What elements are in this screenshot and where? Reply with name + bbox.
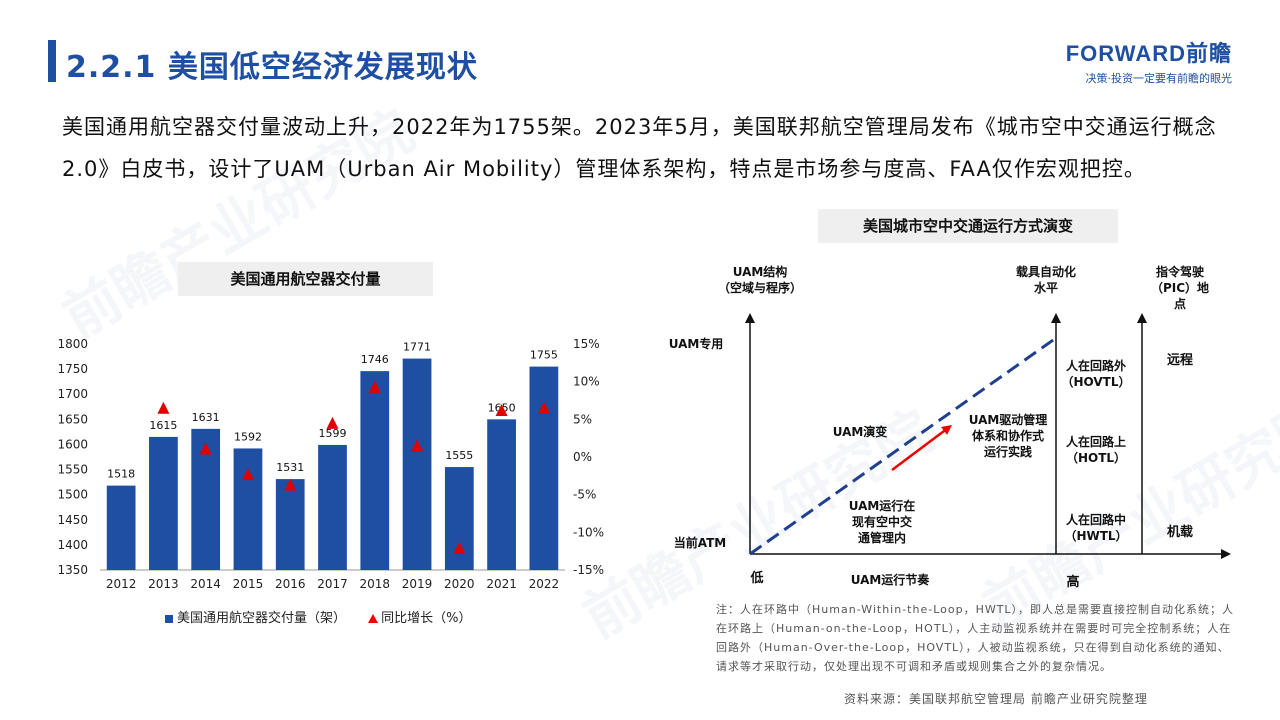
- x-tick-label: 2013: [148, 577, 179, 591]
- growth-marker: [495, 404, 508, 417]
- x-tick-label: 2016: [275, 577, 306, 591]
- label-uam-target: UAM驱动管理体系和协作式运行实践: [969, 412, 1048, 459]
- y-tick-label: 1500: [57, 488, 88, 502]
- y2-tick-label: 0%: [573, 450, 592, 464]
- y2-tick-label: -15%: [573, 563, 604, 577]
- x-tick-label: 2019: [402, 577, 433, 591]
- uam-evolution-diagram: UAM结构（空域与程序） 载具自动化水平 指令驾驶（PIC）地点 UAM专用当前ATM…: [669, 264, 1231, 590]
- bar: [318, 444, 347, 570]
- y-tick-label: 1700: [57, 387, 88, 401]
- bar-data-label: 1592: [234, 430, 262, 443]
- growth-marker: [411, 439, 424, 452]
- y2-tick-label: 15%: [573, 337, 600, 351]
- y2-tick-label: 10%: [573, 375, 600, 389]
- bar: [444, 467, 474, 570]
- axis-label-uam-structure: UAM结构（空域与程序）: [718, 264, 802, 295]
- label-uam-evolution: UAM演变: [833, 424, 888, 439]
- x-label-high: 高: [1066, 574, 1079, 590]
- y-tick-label: 1600: [57, 437, 88, 451]
- bar-data-label: 1555: [445, 449, 473, 462]
- y-tick-label: 1800: [57, 337, 88, 351]
- growth-marker: [368, 380, 381, 393]
- bar: [487, 419, 516, 570]
- automation-level-label: 人在回路中（HWTL）: [1064, 512, 1127, 543]
- chart-legend: 美国通用航空器交付量（架） 同比增长（%）: [165, 607, 472, 626]
- growth-marker: [326, 416, 339, 429]
- evolution-arrow: [891, 425, 952, 471]
- pic-label-remote: 远程: [1167, 353, 1193, 368]
- bar-chart: 1350 1400 1450 1500 1550 1600 1650 1700 1750 1800…: [57, 337, 604, 591]
- growth-marker: [453, 541, 466, 554]
- x-tick-label: 2022: [529, 577, 560, 591]
- pic-label-onboard: 机载: [1167, 524, 1193, 540]
- bar-data-label: 1755: [530, 349, 558, 362]
- y-label-uam-dedicated: UAM专用: [669, 336, 724, 351]
- x-label-low: 低: [749, 570, 763, 586]
- y-label-current-atm: 当前ATM: [674, 535, 726, 550]
- label-uam-start: UAM运行在现有空中交通管理内: [849, 498, 916, 545]
- legend-marker-swatch: [368, 614, 379, 623]
- y2-tick-label: -10%: [573, 525, 604, 539]
- legend-bar-swatch: [165, 614, 173, 623]
- y-tick-label: 1650: [57, 412, 88, 426]
- bar: [360, 371, 390, 570]
- bar: [275, 479, 305, 570]
- bar: [402, 358, 432, 570]
- growth-marker: [157, 401, 170, 414]
- y2-tick-label: -5%: [573, 488, 596, 502]
- title-accent-bar: [48, 40, 56, 82]
- axis-label-pic: 指令驾驶（PIC）地点: [1151, 264, 1209, 311]
- logo: FORWARD前瞻 决策·投资一定要有前瞻的眼光: [1066, 36, 1232, 86]
- bar-data-label: 1771: [403, 341, 431, 354]
- footnote: 注：人在环路中（Human-Within-the-Loop，HWTL），即人总是…: [716, 603, 1235, 673]
- growth-marker: [241, 468, 254, 481]
- bar: [529, 366, 559, 570]
- bar-data-label: 1531: [276, 461, 304, 474]
- x-tick-label: 2020: [444, 577, 475, 591]
- growth-marker: [537, 401, 550, 414]
- bar: [149, 436, 178, 570]
- legend-bar-label: 美国通用航空器交付量（架）: [177, 611, 347, 626]
- logo-tagline: 决策·投资一定要有前瞻的眼光: [1085, 72, 1233, 85]
- bar-data-label: 1631: [192, 411, 220, 424]
- y-tick-label: 1400: [57, 538, 88, 552]
- x-tick-label: 2021: [486, 577, 517, 591]
- logo-wordmark: FORWARD前瞻: [1065, 41, 1232, 66]
- intro-paragraph: 美国通用航空器交付量波动上升，2022年为1755架。2023年5月，美国联邦航…: [62, 115, 1217, 181]
- x-tick-label: 2015: [233, 577, 264, 591]
- automation-level-label: 人在回路上（HOTL）: [1066, 434, 1126, 465]
- chart-title: 美国通用航空器交付量: [178, 262, 433, 296]
- bar-data-label: 1615: [149, 419, 177, 432]
- source-line: 资料来源：美国联邦航空管理局 前瞻产业研究院整理: [844, 692, 1148, 706]
- x-tick-label: 2017: [317, 577, 348, 591]
- x-tick-label: 2018: [359, 577, 390, 591]
- y-tick-label: 1450: [57, 513, 88, 527]
- x-tick-label: 2012: [106, 577, 137, 591]
- y2-tick-label: 5%: [573, 412, 592, 426]
- y-tick-label: 1750: [57, 362, 88, 376]
- bar: [106, 485, 136, 570]
- y-tick-label: 1550: [57, 463, 88, 477]
- automation-level-label: 人在回路外（HOVTL）: [1061, 358, 1130, 389]
- legend-marker-label: 同比增长（%）: [381, 611, 472, 626]
- bar-data-label: 1746: [361, 353, 389, 366]
- x-axis-label: UAM运行节奏: [851, 572, 931, 587]
- growth-marker: [284, 478, 297, 491]
- y-tick-label: 1350: [57, 563, 88, 577]
- page-title: 2.2.1 美国低空经济发展现状: [66, 50, 478, 85]
- x-tick-label: 2014: [190, 577, 221, 591]
- diagram-title: 美国城市空中交通运行方式演变: [818, 209, 1118, 243]
- bar: [233, 448, 263, 570]
- bar-data-label: 1599: [319, 427, 347, 440]
- bar-data-label: 1518: [107, 468, 135, 481]
- axis-label-automation: 载具自动化水平: [1016, 264, 1076, 295]
- growth-marker: [199, 442, 212, 455]
